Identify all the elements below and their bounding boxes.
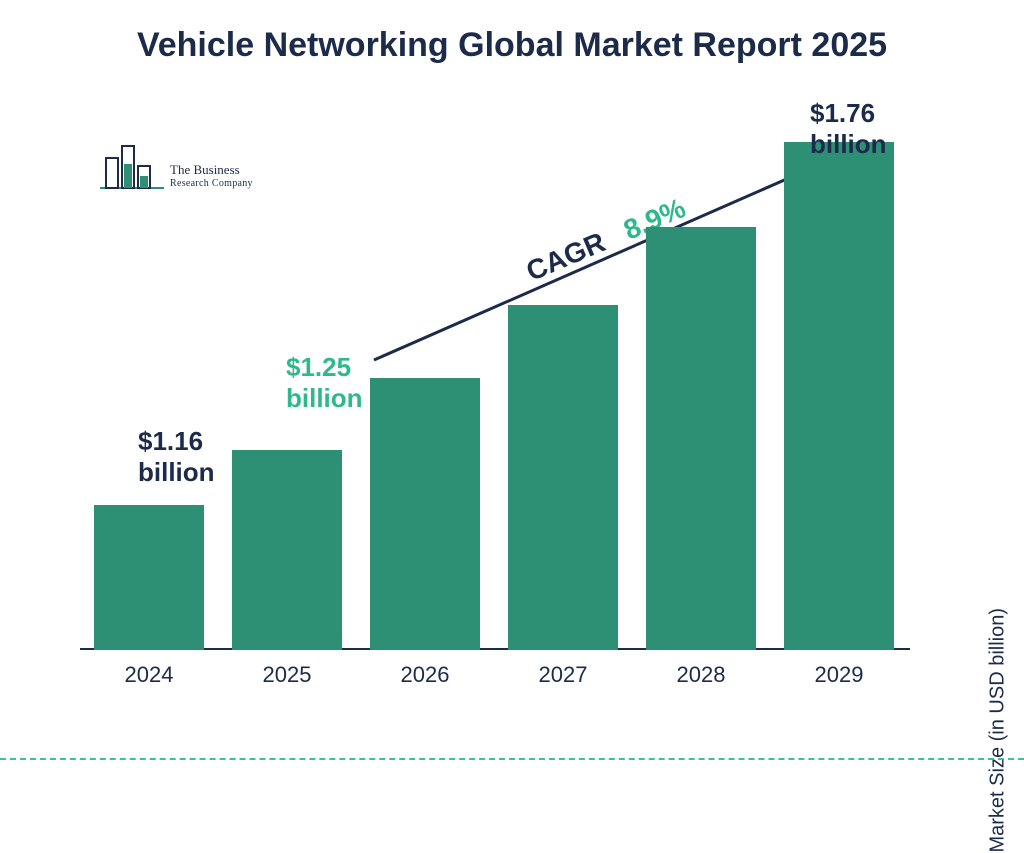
bar-2029 [784, 142, 894, 650]
bar-2024 [94, 505, 204, 650]
value-label-2: $1.76 billion [810, 98, 910, 160]
value-label-1: $1.25billion [286, 352, 363, 414]
bar-2025 [232, 450, 342, 650]
x-tick-2028: 2028 [632, 662, 770, 688]
bar-2028 [646, 227, 756, 650]
x-tick-2026: 2026 [356, 662, 494, 688]
x-tick-2025: 2025 [218, 662, 356, 688]
chart-plot: CAGR 8.9% $1.16billion$1.25billion$1.76 … [80, 130, 910, 650]
x-tick-2029: 2029 [770, 662, 908, 688]
bar-2027 [508, 305, 618, 650]
x-tick-2024: 2024 [80, 662, 218, 688]
page-title: Vehicle Networking Global Market Report … [0, 24, 1024, 67]
x-tick-2027: 2027 [494, 662, 632, 688]
bottom-divider [0, 758, 1024, 760]
x-axis-labels: 202420252026202720282029 [80, 654, 910, 690]
report-chart-page: Vehicle Networking Global Market Report … [0, 0, 1024, 768]
bar-2026 [370, 378, 480, 650]
y-axis-label: Market Size (in USD billion) [987, 608, 1010, 853]
chart-area: CAGR 8.9% $1.16billion$1.25billion$1.76 … [80, 130, 910, 690]
value-label-0: $1.16billion [138, 426, 215, 488]
